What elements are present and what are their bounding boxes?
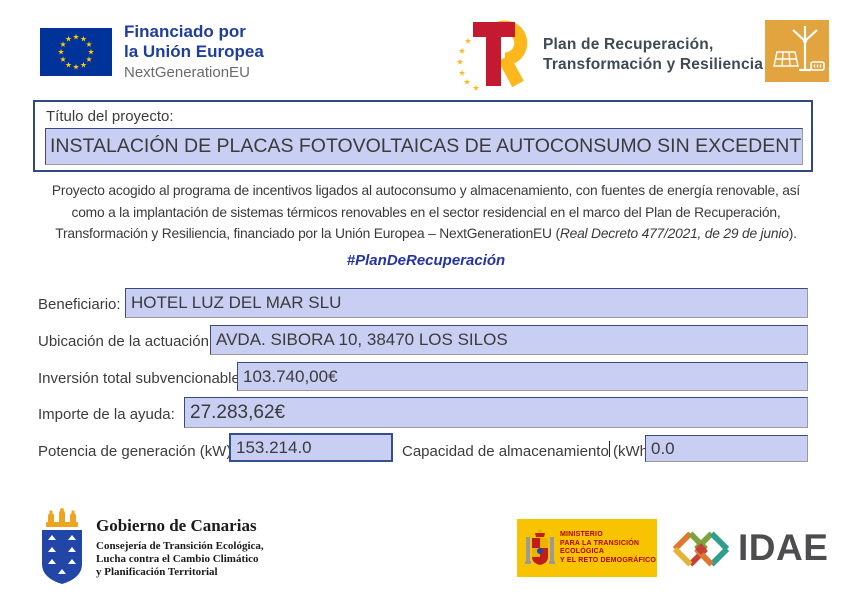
eu-logo-line1: Financiado por (124, 22, 246, 41)
capacidad-label: Capacidad de almacenamiento (kWh): (402, 443, 658, 460)
beneficiario-label: Beneficiario: (38, 296, 121, 313)
spain-coat-of-arms-icon (525, 529, 555, 565)
capacidad-input[interactable] (645, 435, 808, 462)
wind-turbine-solar-panel-icon (765, 20, 829, 82)
importe-input[interactable] (184, 397, 808, 428)
program-description: Proyecto acogido al programa de incentiv… (40, 180, 812, 245)
prtr-logo-line1: Plan de Recuperación, (543, 36, 714, 53)
gobierno-de-canarias-emblem-icon (42, 508, 82, 584)
inversion-input[interactable] (237, 362, 808, 391)
canarias-sub1: Consejería de Transición Ecológica, (96, 540, 264, 552)
eu-flag-icon (40, 28, 112, 76)
project-title-box: Título del proyecto: (33, 100, 813, 172)
project-title-input[interactable] (45, 128, 803, 165)
prtr-logo: Plan de Recuperación, Transformación y R… (455, 14, 763, 90)
inversion-label: Inversión total subvencionable: (38, 370, 244, 387)
idae-diamonds-icon (672, 531, 730, 567)
importe-label: Importe de la ayuda: (38, 406, 175, 423)
potencia-label: Potencia de generación (kW): (38, 443, 236, 460)
canarias-title: Gobierno de Canarias (96, 516, 257, 535)
beneficiario-input[interactable] (125, 288, 808, 318)
plan-hashtag: #PlanDeRecuperación (346, 252, 506, 269)
description-decree-italic: Real Decreto 477/2021, de 29 de junio (559, 226, 789, 241)
description-close: ). (788, 226, 797, 241)
ubicacion-label: Ubicación de la actuación: (38, 333, 214, 350)
ministerio-line3: Y EL RETO DEMOGRÁFICO (560, 556, 656, 564)
gobierno-canarias-logo: Gobierno de Canarias Consejería de Trans… (36, 508, 264, 596)
eu-logo-line2: la Unión Europea (124, 42, 264, 61)
ubicacion-input[interactable] (210, 325, 808, 355)
idae-logo: IDAE (672, 519, 828, 577)
ministerio-line1: MINISTERIO (560, 531, 603, 538)
canarias-sub3: y Planificación Territorial (96, 566, 218, 578)
prtr-logo-line2: Transformación y Resiliencia (543, 56, 764, 73)
eu-logo-line3: NextGenerationEU (124, 64, 250, 81)
prtr-tr-mark-icon (456, 20, 528, 90)
potencia-input[interactable] (229, 433, 393, 462)
ministerio-logo: MINISTERIO PARA LA TRANSICIÓN ECOLÓGICA … (517, 519, 657, 577)
text-cursor (609, 441, 610, 457)
ministerio-line2: PARA LA TRANSICIÓN ECOLÓGICA (560, 539, 640, 556)
project-title-label: Título del proyecto: (46, 108, 174, 125)
canarias-sub2: Lucha contra el Cambio Climático (96, 553, 259, 565)
eu-funding-logo: Financiado por la Unión Europea NextGene… (40, 22, 264, 84)
idae-label: IDAE (738, 527, 829, 568)
description-main: Proyecto acogido al programa de incentiv… (51, 183, 801, 241)
